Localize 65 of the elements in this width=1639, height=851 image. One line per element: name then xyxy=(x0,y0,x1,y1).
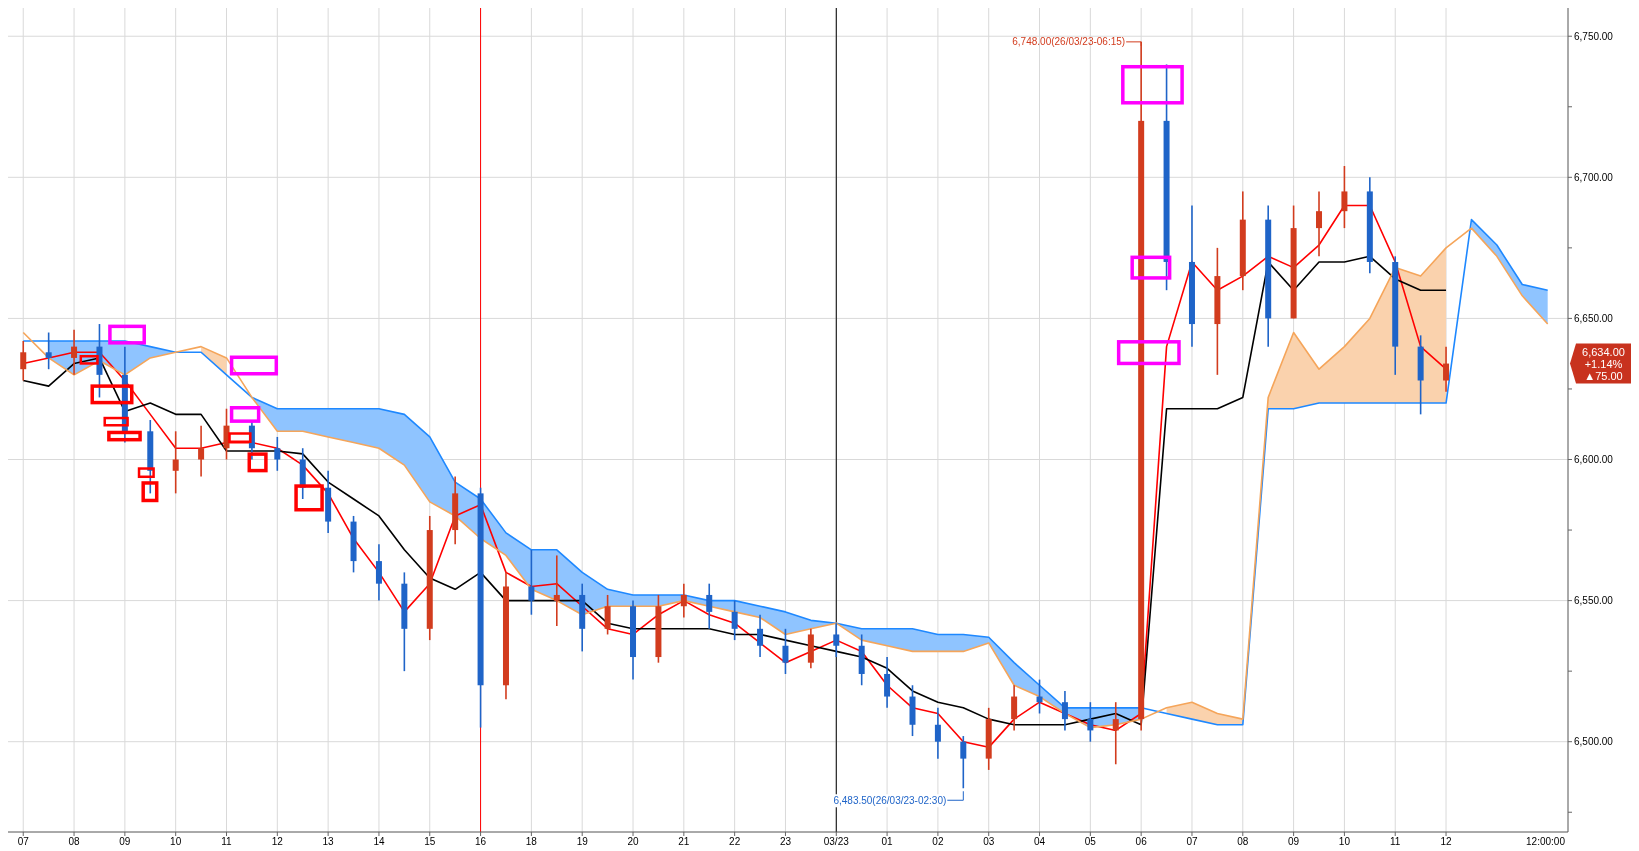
candlestick xyxy=(553,554,560,627)
candlestick xyxy=(45,331,52,371)
x-tick-label: 07 xyxy=(17,836,30,848)
x-tick-label: 01 xyxy=(881,836,894,848)
x-tick-label: 18 xyxy=(525,836,538,848)
x-tick-label: 08 xyxy=(1237,836,1249,848)
x-tick-label: 03 xyxy=(983,836,995,848)
annotation: 6,748.00(26/03/23-06:15) xyxy=(1012,35,1126,47)
x-tick-label: 12 xyxy=(271,836,284,848)
candlestick xyxy=(782,628,789,675)
x-tick-label: 09 xyxy=(119,836,131,848)
candlestick xyxy=(960,735,967,790)
candlestick xyxy=(198,424,205,478)
candlestick xyxy=(1341,165,1348,229)
candlestick xyxy=(1443,345,1450,393)
candlestick xyxy=(731,599,738,641)
x-tick-label: 15 xyxy=(424,836,436,848)
x-tick-label: 21 xyxy=(678,836,690,848)
x-tick-label: 07 xyxy=(1186,836,1198,848)
x-tick-label: 09 xyxy=(1288,836,1300,848)
candlestick xyxy=(20,340,27,382)
candlestick xyxy=(1011,684,1018,732)
annotation: 6,483.50(26/03/23-02:30) xyxy=(833,795,947,807)
x-tick-label: 02 xyxy=(932,836,944,848)
candlestick xyxy=(172,430,179,495)
x-tick-label: 03/23 xyxy=(823,836,850,848)
x-tick-label: 23 xyxy=(779,836,792,848)
x-tick-label: 12 xyxy=(1440,836,1453,848)
x-tick-label: 20 xyxy=(627,836,640,848)
x-tick-label: 13 xyxy=(322,836,335,848)
candlestick xyxy=(1087,701,1094,743)
x-tick-label: 16 xyxy=(475,836,487,848)
candlestick xyxy=(757,613,764,658)
candlestick xyxy=(528,549,535,616)
x-tick-label: 08 xyxy=(68,836,81,848)
candlestick xyxy=(375,543,382,602)
candlestick xyxy=(604,594,611,636)
candlestick xyxy=(833,622,840,658)
x-tick-label: 14 xyxy=(373,836,385,848)
y-tick-label: 6,750.00 xyxy=(1574,30,1614,42)
candlestick xyxy=(1061,690,1068,732)
y-tick-label: 6,650.00 xyxy=(1574,312,1614,324)
y-tick-label: 6,700.00 xyxy=(1574,171,1614,183)
candlestick xyxy=(1112,701,1119,766)
y-tick-label: 6,550.00 xyxy=(1574,595,1614,607)
candlestick xyxy=(884,656,891,709)
x-tick-label: 19 xyxy=(576,836,589,848)
candlestick xyxy=(1316,190,1323,258)
x-tick-label: 11 xyxy=(1390,836,1401,848)
x-tick-label: 11 xyxy=(221,836,233,848)
candlestick xyxy=(706,582,713,630)
text: 12:00:00 xyxy=(1526,836,1566,847)
x-tick-label: 05 xyxy=(1084,836,1097,848)
text: 6,634.00 +1.14% ▲75.00 xyxy=(1582,345,1625,382)
candlestick xyxy=(71,328,78,376)
candlestick xyxy=(680,582,687,619)
x-tick-label: 06 xyxy=(1135,836,1148,848)
x-tick-label: 22 xyxy=(729,836,741,848)
x-tick-label: 10 xyxy=(1338,836,1351,848)
x-tick-label: 04 xyxy=(1033,836,1046,848)
y-tick-label: 6,600.00 xyxy=(1574,454,1614,466)
candlestick xyxy=(934,707,941,760)
y-tick-label: 6,500.00 xyxy=(1574,736,1614,748)
x-tick-label: 10 xyxy=(170,836,182,848)
candlestick xyxy=(274,436,281,472)
